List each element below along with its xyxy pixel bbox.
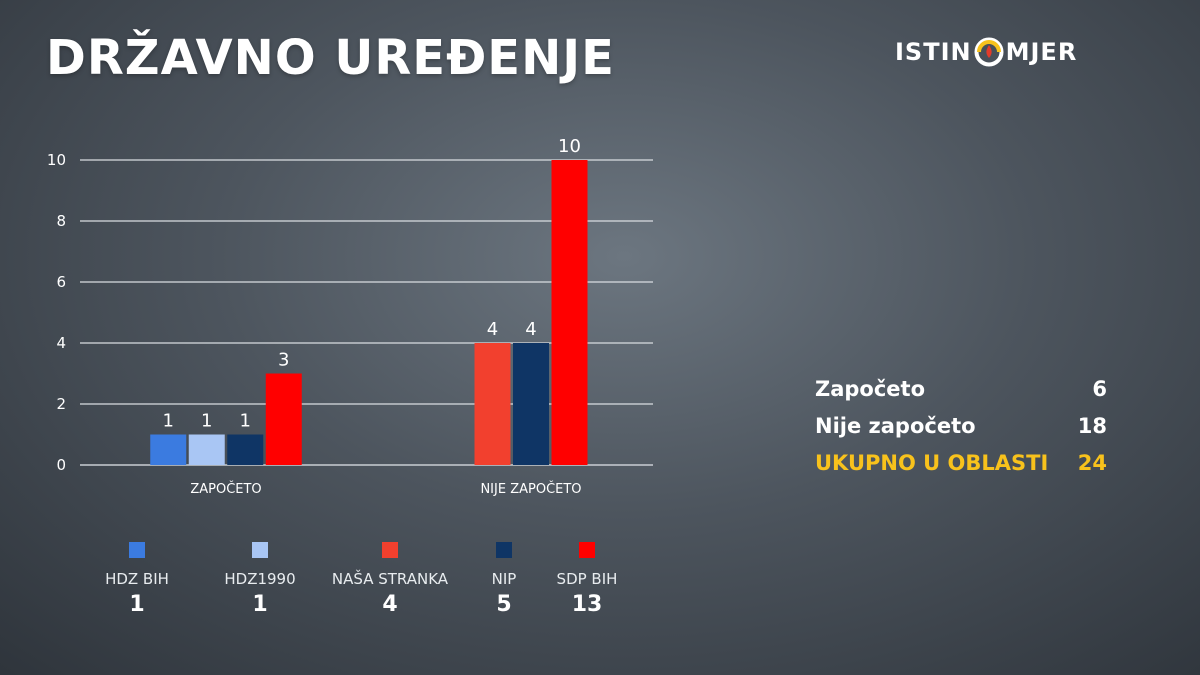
legend-swatch xyxy=(496,542,512,558)
y-tick-label: 8 xyxy=(56,212,66,230)
y-tick-label: 4 xyxy=(56,334,66,352)
data-label: 3 xyxy=(278,350,289,371)
legend-label: NIP xyxy=(491,570,517,588)
y-tick-label: 0 xyxy=(56,456,66,474)
logo-text-right: MJER xyxy=(1005,38,1078,66)
legend-total: 13 xyxy=(571,592,603,617)
legend-total: 5 xyxy=(496,592,512,617)
meter-icon xyxy=(974,37,1004,67)
legend-item-sdp-bih: SDP BIH 13 xyxy=(522,538,652,617)
legend-total: 1 xyxy=(252,592,268,617)
data-label: 4 xyxy=(525,319,536,340)
legend-swatch xyxy=(129,542,145,558)
istinomjer-logo: ISTIN MJER xyxy=(895,36,1077,68)
chart-legend: HDZ BIH 1 HDZ1990 1 NAŠA STRANKA 4 NIP 5… xyxy=(90,538,650,628)
bar xyxy=(265,373,302,465)
legend-total: 4 xyxy=(382,592,398,617)
bar xyxy=(474,343,511,465)
data-label: 10 xyxy=(558,136,581,157)
bar xyxy=(150,434,187,465)
summary-panel: Započeto 6 Nije započeto 18 UKUPNO U OBL… xyxy=(815,370,1107,481)
data-label: 4 xyxy=(487,319,498,340)
summary-label: UKUPNO U OBLASTI xyxy=(815,450,1049,475)
page-title: DRŽAVNO UREĐENJE xyxy=(46,30,615,86)
summary-row-started: Započeto 6 xyxy=(815,370,1107,407)
data-label: 1 xyxy=(163,411,174,432)
bar xyxy=(551,160,588,465)
legend-label: NAŠA STRANKA xyxy=(331,570,449,588)
summary-label: Započeto xyxy=(815,376,926,401)
bar xyxy=(227,434,264,465)
legend-label: SDP BIH xyxy=(556,570,618,588)
legend-item-hdz1990: HDZ1990 1 xyxy=(195,538,325,617)
x-category-label: NIJE ZAPOČETO xyxy=(480,481,581,497)
legend-item-nasa-stranka: NAŠA STRANKA 4 xyxy=(325,538,455,617)
legend-swatch xyxy=(579,542,595,558)
summary-value: 18 xyxy=(1077,413,1107,438)
summary-label: Nije započeto xyxy=(815,413,976,438)
legend-total: 1 xyxy=(129,592,145,617)
legend-item-hdz-bih: HDZ BIH 1 xyxy=(72,538,202,617)
y-tick-label: 6 xyxy=(56,273,66,291)
bar xyxy=(188,434,225,465)
y-tick-label: 10 xyxy=(47,151,66,169)
bar xyxy=(513,343,549,465)
summary-row-total: UKUPNO U OBLASTI 24 xyxy=(815,444,1107,481)
data-label: 1 xyxy=(201,411,212,432)
legend-label: HDZ BIH xyxy=(105,570,169,588)
legend-label: HDZ1990 xyxy=(224,570,296,588)
legend-swatch xyxy=(252,542,268,558)
summary-value: 6 xyxy=(1092,376,1107,401)
legend-swatch xyxy=(382,542,398,558)
summary-value: 24 xyxy=(1077,450,1107,475)
data-label: 1 xyxy=(240,411,251,432)
y-tick-label: 2 xyxy=(56,395,66,413)
legend-item-nip: NIP 5 xyxy=(439,538,569,617)
summary-row-not-started: Nije započeto 18 xyxy=(815,407,1107,444)
logo-text-left: ISTIN xyxy=(895,38,972,66)
x-category-label: ZAPOČETO xyxy=(190,481,261,497)
